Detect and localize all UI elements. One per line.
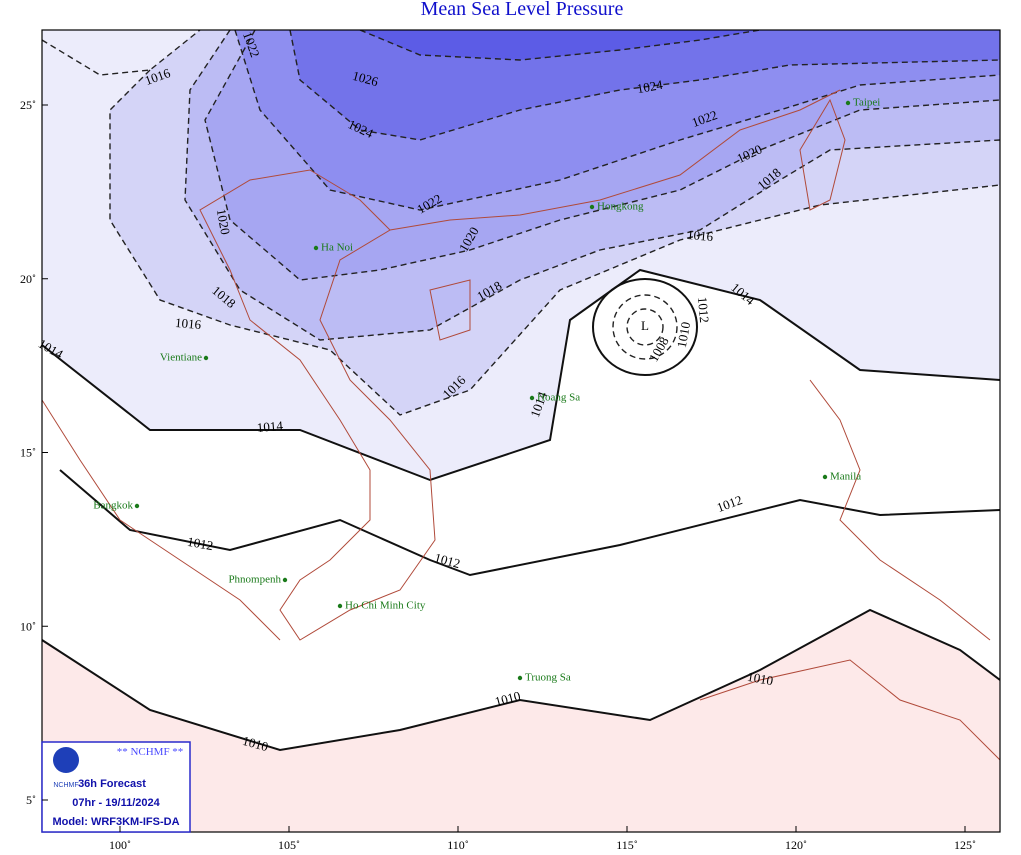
contour-label: 1024 xyxy=(636,77,665,96)
city-markers: Taipei Hongkong Ha Noi Vientiane Hoang Sa Man… xyxy=(93,97,880,684)
map-frame xyxy=(41,29,1001,833)
lat-tick-label: 15˚ xyxy=(20,446,36,460)
coastline-borneo xyxy=(699,659,1000,761)
lon-tick-label: 115˚ xyxy=(616,838,638,852)
city-label: Phnompenh xyxy=(228,574,281,586)
city-label: Truong Sa xyxy=(525,672,571,684)
legend-time: 07hr - 19/11/2024 xyxy=(72,797,160,809)
lat-tick-label: 10˚ xyxy=(20,619,36,633)
contour-label: 1010 xyxy=(674,321,693,349)
legend-model: Model: WRF3KM-IFS-DA xyxy=(52,816,179,828)
legend-logo-icon xyxy=(53,747,79,773)
city-label: Taipei xyxy=(853,97,880,109)
coastline-china xyxy=(389,89,841,231)
city-label: Hongkong xyxy=(597,201,644,213)
city-dot xyxy=(337,603,343,609)
map-title: Mean Sea Level Pressure xyxy=(421,0,624,20)
city-label: Hoang Sa xyxy=(537,392,580,404)
city-dot xyxy=(529,395,535,401)
contour-label: 1012 xyxy=(433,550,462,571)
contour-1010 xyxy=(42,608,1000,752)
city-label: Manila xyxy=(830,471,861,483)
city-label: Bangkok xyxy=(93,500,133,512)
lat-tick-label: 5˚ xyxy=(26,793,36,807)
contour-label: 1010 xyxy=(241,733,270,754)
legend-box: NCHMF ** NCHMF ** 36h Forecast 07hr - 19… xyxy=(41,741,191,833)
contour xyxy=(204,30,1000,281)
contour-label: L xyxy=(641,318,649,333)
city-dot xyxy=(845,100,851,106)
contour-1012 xyxy=(59,469,1000,577)
contour xyxy=(184,30,1000,341)
lon-tick-label: 105˚ xyxy=(278,838,300,852)
city-dot xyxy=(134,503,140,509)
contour-label: 1010 xyxy=(493,688,522,709)
contour xyxy=(359,30,761,61)
city-dot xyxy=(313,245,319,251)
legend-agency: ** NCHMF ** xyxy=(117,746,184,758)
contour-label: 1016 xyxy=(687,227,715,244)
lon-tick-label: 125˚ xyxy=(954,838,976,852)
city-label: Ho Chi Minh City xyxy=(345,600,426,612)
legend-logo: NCHMF xyxy=(53,782,78,789)
contour xyxy=(42,30,201,76)
contour-label: 1014 xyxy=(256,418,284,435)
map-area xyxy=(41,29,1001,833)
coastline-philippines xyxy=(809,379,991,641)
city-label: Vientiane xyxy=(160,352,202,364)
lon-tick-label: 100˚ xyxy=(109,838,131,852)
city-label: Ha Noi xyxy=(321,242,353,254)
contour-label: 1016 xyxy=(175,315,203,332)
contour-1006 xyxy=(626,308,664,346)
contour-label: 1012 xyxy=(695,296,712,323)
contour-label: 1020 xyxy=(214,208,233,236)
contour-1008 xyxy=(612,294,678,360)
band-1026 xyxy=(360,30,760,60)
coastline-thailand xyxy=(42,399,281,641)
lat-tick-label: 20˚ xyxy=(20,272,36,286)
contour-1014 xyxy=(42,268,1000,482)
city-dot xyxy=(589,204,595,210)
coastline-hainan xyxy=(429,279,471,341)
contour-label: 1026 xyxy=(351,68,380,89)
coastline-vietnam xyxy=(199,169,436,641)
legend-forecast: 36h Forecast xyxy=(78,778,146,790)
contour xyxy=(289,30,1000,141)
city-dot xyxy=(203,355,209,361)
city-dot xyxy=(282,577,288,583)
contour-label: 1010 xyxy=(746,669,774,688)
contour-label: 1012 xyxy=(186,534,214,553)
city-dot xyxy=(517,675,523,681)
contour-1010-low xyxy=(592,278,698,376)
coastline-taiwan xyxy=(799,98,846,211)
city-dot xyxy=(822,474,828,480)
lat-tick-label: 25˚ xyxy=(20,98,36,112)
lon-tick-label: 110˚ xyxy=(447,838,469,852)
lon-tick-label: 120˚ xyxy=(785,838,807,852)
